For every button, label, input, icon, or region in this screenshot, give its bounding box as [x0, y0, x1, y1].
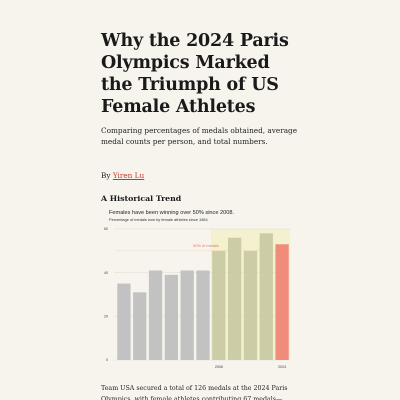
bar-1984	[117, 283, 131, 360]
bar-2024	[275, 244, 289, 360]
bar-2004	[196, 270, 210, 360]
fifty-percent-annotation: 50% of medals	[193, 243, 219, 248]
bar-2000	[180, 270, 194, 360]
bar-1988	[133, 292, 147, 360]
article-body-paragraph: Team USA secured a total of 126 medals a…	[101, 385, 288, 400]
chart-title: Females have been winning over 50% since…	[109, 210, 235, 216]
y-tick-label: 20	[104, 315, 108, 319]
y-tick-label: 40	[104, 271, 108, 275]
bar-2020	[259, 233, 273, 360]
y-tick-label: 0	[106, 358, 108, 362]
bar-1992	[148, 270, 163, 360]
bar-1996	[164, 274, 179, 360]
chart-canvas: 0 20 40 60 50% of medals 2008 2024	[104, 227, 290, 369]
chart-subtitle: Percentage of medals won by female athle…	[109, 217, 208, 222]
article-subtitle: Comparing percentages of medals obtained…	[101, 126, 298, 146]
author-link[interactable]: Yiren Lu	[112, 171, 145, 180]
article-header: Why the 2024 Paris Olympics Marked the T…	[101, 30, 301, 203]
byline-prefix: By	[101, 171, 113, 180]
x-tick-label: 2008	[215, 365, 223, 369]
bar-2012	[227, 237, 242, 360]
y-tick-label: 60	[104, 227, 108, 231]
bar-2008	[212, 250, 226, 360]
medal-percentage-chart: 0 20 40 60 50% of medals 2008 2024 Females hav…	[101, 205, 301, 375]
section-heading: A Historical Trend	[101, 194, 182, 203]
article-title: Why the 2024 Paris Olympics Marked the T…	[101, 31, 289, 117]
bar-2016	[243, 250, 258, 360]
x-tick-label: 2024	[278, 365, 286, 369]
byline: By Yiren Lu	[101, 171, 144, 180]
